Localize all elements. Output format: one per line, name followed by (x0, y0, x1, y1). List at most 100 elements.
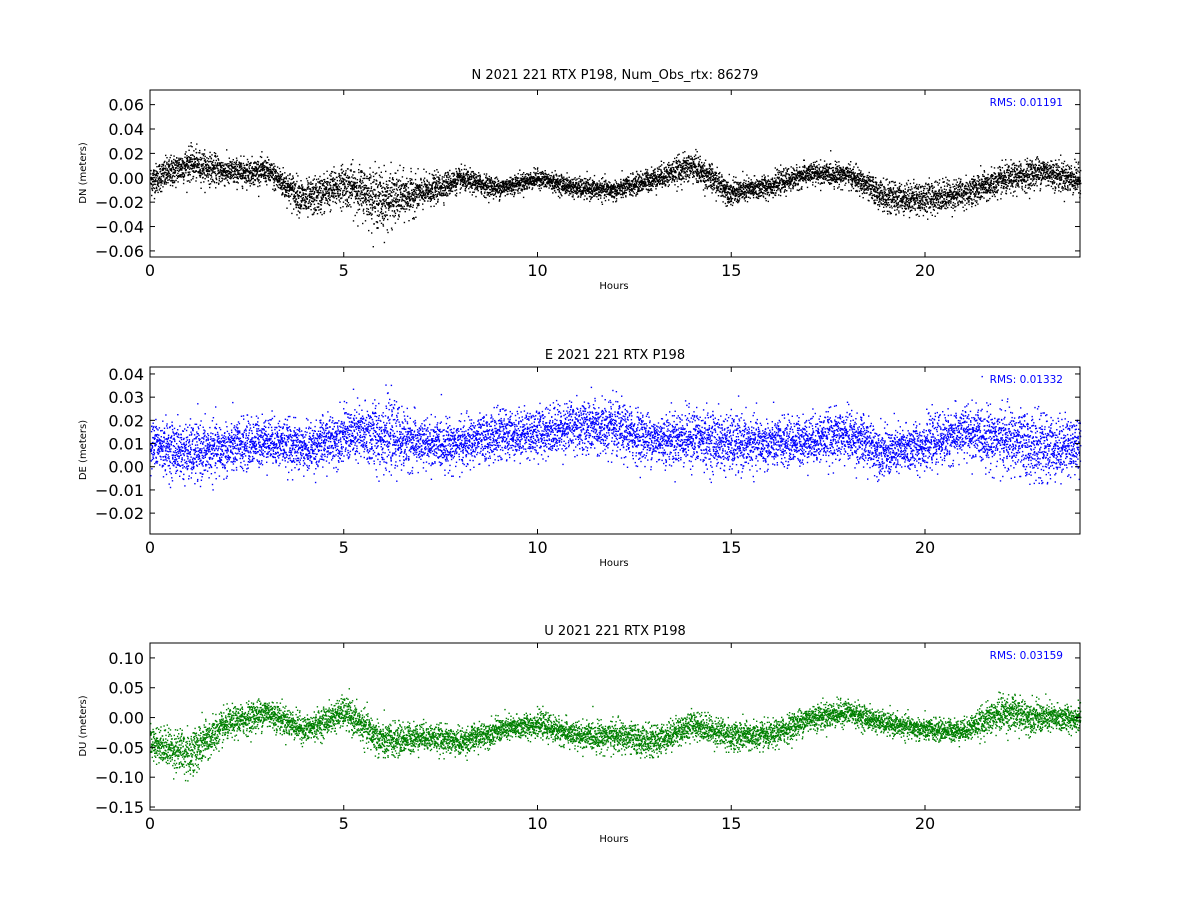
data-point (412, 197, 414, 200)
data-point (405, 184, 407, 186)
data-point (441, 176, 444, 178)
data-point (605, 179, 607, 182)
data-point (428, 187, 430, 189)
data-point (397, 194, 400, 196)
data-point (370, 177, 372, 179)
data-point (635, 179, 637, 182)
data-point (215, 177, 217, 179)
data-point (405, 188, 407, 190)
data-point (604, 183, 606, 185)
data-point (562, 189, 564, 192)
data-point (341, 171, 343, 174)
data-point (342, 206, 344, 208)
data-point (589, 177, 592, 179)
data-point (301, 189, 304, 192)
data-point (365, 187, 368, 190)
data-point (346, 198, 348, 200)
data-point (455, 170, 458, 173)
data-point (358, 185, 360, 188)
data-point (189, 160, 191, 162)
data-point (416, 196, 418, 199)
data-point (207, 176, 209, 178)
data-point (442, 193, 444, 196)
data-point (238, 172, 240, 174)
data-point (350, 206, 352, 208)
data-point (390, 202, 393, 204)
data-point (153, 187, 156, 190)
data-point (208, 168, 210, 170)
data-point (603, 186, 605, 188)
data-point (266, 174, 268, 177)
data-point (655, 175, 658, 178)
data-point (313, 192, 315, 195)
data-point (604, 181, 607, 183)
data-point (206, 164, 209, 166)
data-point (428, 183, 430, 185)
data-point (534, 168, 536, 170)
data-point (288, 200, 290, 202)
data-point (294, 201, 296, 203)
data-point (252, 169, 254, 172)
data-point (259, 155, 262, 158)
data-point (660, 179, 662, 181)
data-point (361, 180, 364, 182)
data-point (404, 194, 406, 197)
data-point (452, 178, 455, 181)
data-point (181, 174, 183, 176)
data-point (167, 171, 170, 173)
data-point (457, 179, 459, 182)
data-point (538, 176, 540, 178)
data-point (233, 167, 235, 169)
data-point (449, 192, 451, 195)
data-point (661, 164, 663, 166)
data-point (236, 169, 238, 172)
data-point (155, 190, 157, 192)
data-point (506, 183, 508, 185)
data-point (287, 185, 289, 187)
data-point (454, 181, 456, 183)
data-point (330, 187, 332, 189)
data-point (252, 183, 255, 186)
data-point (461, 180, 463, 182)
data-point (472, 171, 474, 173)
data-point (420, 192, 423, 194)
data-point (380, 207, 382, 209)
data-point (189, 164, 192, 167)
data-point (378, 214, 381, 216)
data-point (655, 188, 657, 190)
data-point (459, 176, 461, 178)
data-point (412, 182, 415, 184)
data-point (594, 195, 596, 197)
data-point (329, 184, 331, 186)
data-point (365, 202, 367, 204)
data-point (458, 170, 461, 172)
data-point (438, 177, 440, 179)
data-point (448, 185, 451, 187)
data-point (424, 200, 426, 202)
data-point (321, 180, 323, 182)
data-point (297, 210, 299, 212)
data-point (453, 174, 456, 176)
data-point (156, 175, 159, 177)
data-point (297, 195, 299, 198)
data-point (186, 163, 188, 166)
data-point (370, 182, 372, 185)
data-point (336, 186, 338, 188)
data-point (360, 190, 362, 192)
data-point (273, 184, 275, 187)
data-point (221, 164, 223, 166)
data-point (428, 191, 431, 193)
data-point (586, 170, 588, 173)
data-point (319, 175, 321, 178)
data-point (183, 179, 185, 181)
data-point (330, 195, 333, 197)
data-point (328, 203, 330, 206)
data-point (254, 161, 256, 163)
data-point (344, 174, 346, 176)
data-point (559, 197, 561, 199)
data-point (284, 186, 287, 188)
data-point (406, 208, 408, 210)
data-point (596, 184, 599, 186)
data-point (329, 199, 331, 202)
